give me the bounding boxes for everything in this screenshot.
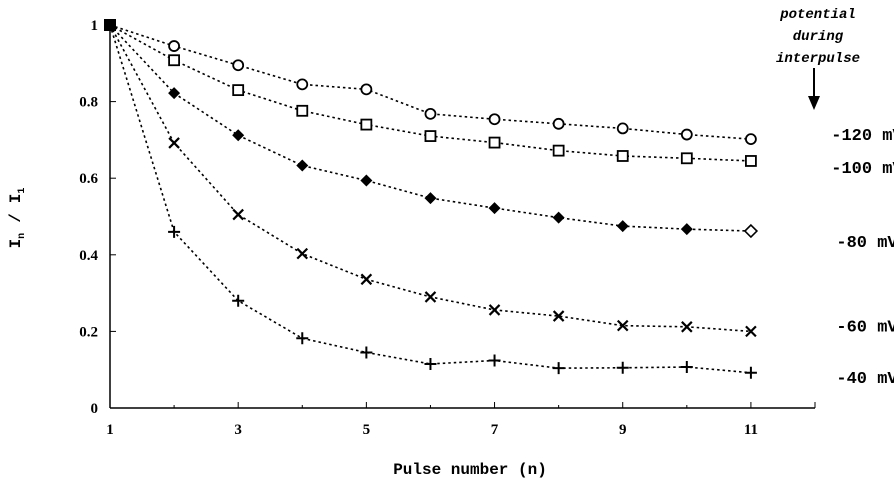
data-point [232, 208, 244, 221]
x-tick-label: 7 [491, 422, 499, 438]
x-tick-label: 3 [234, 422, 242, 438]
series-line [109, 24, 751, 232]
data-point [168, 137, 180, 149]
series-40mV [104, 19, 757, 379]
data-point [681, 321, 693, 333]
annotation-line-2: during [793, 29, 844, 45]
annotation-line-3: interpulse [776, 51, 860, 67]
y-axis-title: In/I1 [7, 188, 28, 249]
data-point [104, 19, 116, 31]
x-tick-label: 1 [106, 422, 114, 438]
data-point [680, 152, 693, 165]
series-80mV [104, 19, 759, 239]
data-point [360, 174, 373, 187]
series-label-120mV: -120 mV [831, 127, 894, 146]
series-60mV [104, 19, 757, 338]
data-point [616, 361, 629, 374]
data-point [424, 130, 437, 142]
data-point [360, 118, 373, 131]
data-point [680, 223, 693, 236]
data-point [745, 155, 757, 167]
ticks: 1 3 5 7 9 11 0 0.2 0.4 0.6 0.8 1 [79, 18, 816, 438]
data-point [552, 117, 565, 130]
series-100mV [104, 19, 757, 167]
data-point [296, 104, 309, 117]
data-point [488, 354, 501, 367]
annotation-line-1: potential [779, 7, 856, 23]
data-point [360, 273, 373, 286]
data-point [488, 202, 501, 215]
data-point [232, 294, 245, 307]
data-point [168, 40, 180, 52]
y-tick-label: 0.8 [79, 95, 98, 111]
data-point [424, 291, 437, 303]
x-tick-label: 5 [363, 422, 371, 438]
data-point [680, 361, 693, 374]
data-point [552, 310, 565, 322]
data-point [552, 144, 565, 157]
y-axis-title-den-sub: 1 [17, 188, 28, 194]
series-120mV [104, 19, 757, 146]
data-point [552, 362, 565, 375]
data-point [168, 54, 180, 67]
y-tick-label: 0.2 [79, 324, 98, 340]
data-point [168, 87, 181, 100]
data-point [743, 223, 759, 239]
series-label-60mV: -60 mV [836, 318, 894, 337]
data-point [744, 366, 757, 379]
y-axis-title-sep: / [7, 213, 25, 223]
data-point [488, 304, 501, 316]
data-point [616, 150, 629, 162]
data-point [424, 192, 437, 205]
series-line [109, 24, 751, 140]
x-axis-title: Pulse number (n) [393, 461, 547, 479]
data-point [424, 357, 437, 370]
data-point [488, 113, 501, 126]
data-point [745, 133, 757, 146]
data-point [168, 225, 181, 238]
data-point [296, 159, 309, 172]
data-point [360, 83, 373, 96]
data-point [680, 128, 693, 141]
data-point [488, 136, 501, 149]
data-point [616, 122, 629, 135]
y-tick-label: 1 [91, 18, 99, 34]
data-point [232, 84, 245, 97]
data-point [616, 220, 629, 233]
data-point [296, 78, 309, 91]
series-labels: -120 mV -100 mV -80 mV -60 mV -40 mV [831, 127, 894, 389]
y-tick-label: 0.4 [79, 248, 98, 264]
data-point [296, 247, 309, 260]
data-point [745, 325, 757, 338]
series-label-80mV: -80 mV [836, 234, 894, 253]
data-point [424, 107, 437, 120]
y-axis-title-den: I [7, 194, 25, 204]
data-point [360, 346, 373, 359]
x-tick-label: 9 [619, 422, 627, 438]
series-line [109, 24, 751, 333]
annotation: potential during interpulse [776, 7, 860, 110]
data-point [616, 319, 629, 332]
x-tick-label: 11 [744, 422, 758, 438]
y-axis-title-main: I [7, 239, 25, 249]
data-point [232, 59, 245, 72]
axes [109, 20, 815, 409]
series-label-40mV: -40 mV [836, 370, 894, 389]
series-label-100mV: -100 mV [831, 160, 894, 179]
y-axis-title-main-sub: n [17, 233, 28, 239]
y-tick-label: 0 [91, 401, 99, 417]
annotation-arrow-head [808, 96, 820, 110]
data-point [232, 129, 245, 142]
data-point [296, 332, 309, 345]
series-group [104, 19, 759, 379]
data-point [552, 211, 565, 224]
y-tick-label: 0.6 [79, 171, 98, 187]
